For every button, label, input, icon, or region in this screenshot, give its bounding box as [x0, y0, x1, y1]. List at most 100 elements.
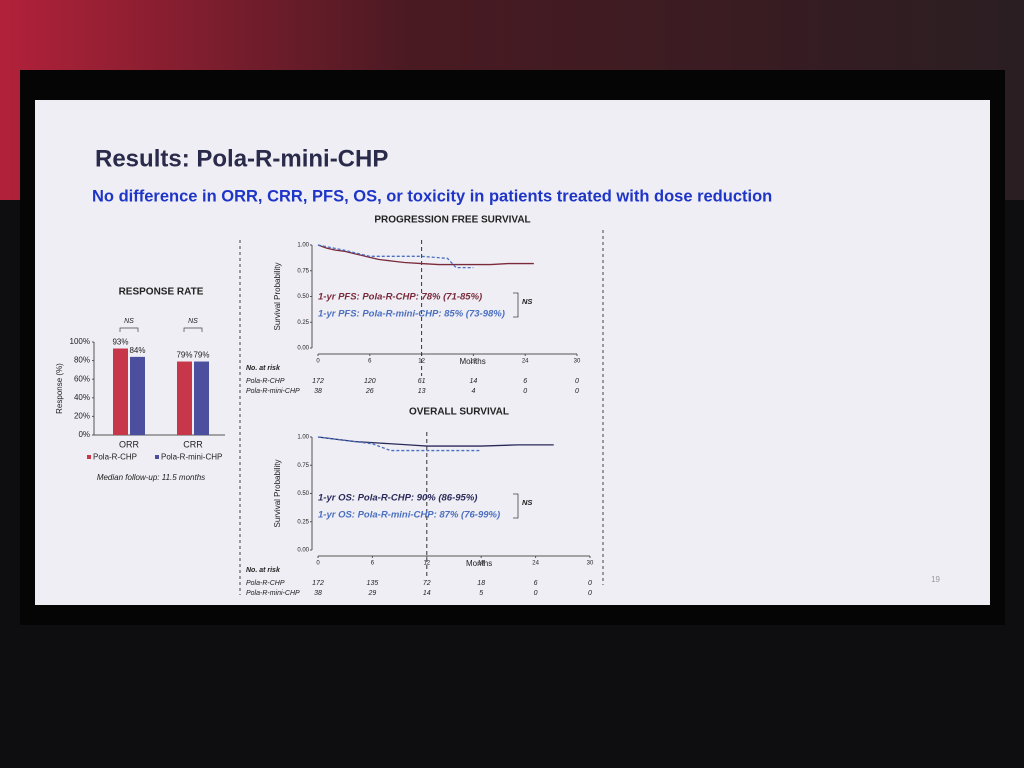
x-tick-label: 24 [532, 561, 539, 567]
annotation: 1-yr OS: Pola-R-mini-CHP: 87% (76-99%) [318, 510, 500, 521]
risk-count: 14 [470, 378, 478, 385]
x-tick-label: 24 [522, 359, 529, 365]
risk-count: 38 [314, 388, 322, 395]
y-axis-label: Survival Probability [273, 459, 282, 527]
risk-count: 26 [365, 388, 374, 395]
risk-count: 0 [523, 388, 527, 395]
risk-row-name: Pola-R-CHP [246, 580, 285, 587]
legend-swatch [155, 455, 159, 459]
x-tick-label: 6 [368, 359, 372, 365]
y-tick-label: 40% [74, 393, 90, 402]
significance-label: NS [522, 297, 532, 306]
x-tick-label: 18 [478, 561, 485, 567]
significance-label: NS [188, 318, 198, 325]
y-tick-label: 0.25 [297, 320, 309, 326]
y-tick-label: 0.00 [297, 346, 309, 352]
y-tick-label: 0.75 [297, 268, 309, 274]
y-tick-label: 80% [74, 356, 90, 365]
risk-count: 0 [534, 590, 538, 597]
footnote: Median follow-up: 11.5 months [97, 473, 205, 482]
risk-count: 6 [534, 580, 538, 587]
x-tick-label: ORR [119, 439, 140, 449]
significance-bracket [513, 292, 519, 318]
legend-label: Pola-R-mini-CHP [161, 453, 222, 462]
x-tick-label: 0 [316, 561, 320, 567]
x-axis-label: Months [466, 559, 492, 568]
risk-count: 0 [575, 378, 579, 385]
x-tick-label: 12 [423, 561, 430, 567]
slide-subtitle: No difference in ORR, CRR, PFS, OS, or t… [92, 187, 772, 205]
y-tick-label: 0.00 [297, 548, 309, 554]
value-label: 79% [176, 351, 192, 360]
survival-curve [317, 436, 482, 452]
risk-row-name: Pola-R-mini-CHP [246, 388, 300, 395]
risk-count: 0 [575, 388, 579, 395]
y-tick-label: 1.00 [297, 435, 309, 441]
x-tick-label: 30 [574, 359, 581, 365]
significance-label: NS [522, 498, 532, 507]
y-tick-label: 0% [78, 430, 90, 439]
risk-count: 172 [312, 378, 324, 385]
y-tick-label: 60% [74, 374, 90, 383]
risk-row-name: Pola-R-mini-CHP [246, 590, 300, 597]
slide-title: Results: Pola-R-mini-CHP [95, 145, 388, 172]
risk-count: 135 [367, 580, 379, 587]
y-tick-label: 100% [70, 337, 90, 346]
chart-title: RESPONSE RATE [119, 287, 204, 298]
significance-bracket [513, 493, 519, 519]
bar [113, 348, 128, 435]
y-tick-label: 20% [74, 412, 90, 421]
slide [35, 100, 990, 605]
x-tick-label: 0 [316, 359, 320, 365]
y-tick-label: 0.75 [297, 463, 309, 469]
y-tick-label: 1.00 [297, 243, 309, 249]
bar [130, 356, 145, 435]
y-axis-label: Response (%) [55, 363, 64, 414]
legend-swatch [87, 455, 91, 459]
risk-count: 13 [418, 388, 426, 395]
x-axis-label: Months [460, 357, 486, 366]
annotation: 1-yr OS: Pola-R-CHP: 90% (86-95%) [318, 493, 477, 504]
value-label: 84% [129, 346, 145, 355]
risk-count: 18 [477, 580, 485, 587]
page-number: 19 [931, 575, 940, 584]
risk-count: 29 [368, 590, 377, 597]
risk-count: 38 [314, 590, 322, 597]
x-tick-label: 18 [470, 359, 477, 365]
value-label: 93% [112, 338, 128, 347]
risk-count: 5 [479, 590, 483, 597]
risk-count: 72 [423, 580, 431, 587]
bar [194, 361, 209, 435]
y-tick-label: 0.50 [297, 491, 309, 497]
chart-title: PROGRESSION FREE SURVIVAL [374, 215, 530, 226]
x-tick-label: 30 [587, 561, 594, 567]
risk-count: 14 [423, 590, 431, 597]
risk-count: 61 [418, 378, 426, 385]
legend-label: Pola-R-CHP [93, 453, 137, 462]
risk-table-label: No. at risk [246, 567, 281, 574]
risk-count: 120 [364, 378, 376, 385]
significance-bracket [183, 327, 203, 332]
bar [177, 361, 192, 435]
chart-title: OVERALL SURVIVAL [409, 407, 509, 418]
annotation: 1-yr PFS: Pola-R-CHP: 78% (71-85%) [318, 292, 482, 303]
risk-count: 4 [471, 388, 475, 395]
significance-label: NS [124, 318, 134, 325]
y-axis-label: Survival Probability [273, 262, 282, 330]
risk-row-name: Pola-R-CHP [246, 378, 285, 385]
survival-curve [317, 244, 474, 269]
risk-count: 0 [588, 590, 592, 597]
risk-table-label: No. at risk [246, 365, 281, 372]
significance-bracket [119, 327, 139, 332]
x-tick-label: CRR [183, 439, 203, 449]
annotation: 1-yr PFS: Pola-R-mini-CHP: 85% (73-98%) [318, 309, 505, 320]
risk-count: 6 [523, 378, 527, 385]
y-tick-label: 0.50 [297, 294, 309, 300]
risk-count: 0 [588, 580, 592, 587]
x-tick-label: 6 [371, 561, 375, 567]
y-tick-label: 0.25 [297, 519, 309, 525]
survival-curve [317, 244, 534, 266]
value-label: 79% [193, 351, 209, 360]
